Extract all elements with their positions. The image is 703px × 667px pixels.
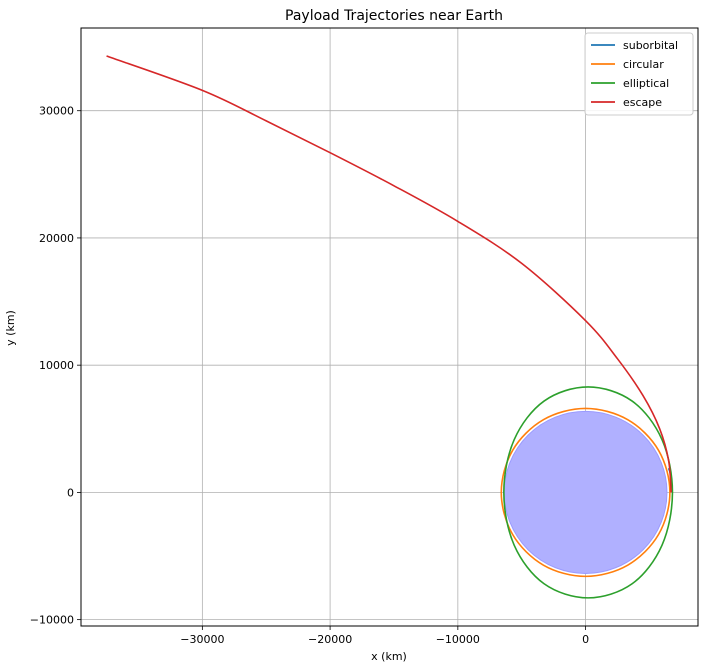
series-line-circular (500, 407, 671, 578)
x-tick-label: 0 (582, 633, 589, 646)
y-tick-label: 10000 (39, 359, 74, 372)
legend-label-circular: circular (623, 58, 664, 71)
y-tick-label: 0 (67, 486, 74, 499)
y-axis-title: y (km) (4, 310, 17, 346)
ticks: −30000 −20000 −10000 0 −10000 0 10000 20000 3000… (30, 105, 589, 646)
legend-label-suborbital: suborbital (623, 39, 678, 52)
series-line-elliptical (503, 386, 674, 599)
x-tick-label: −10000 (436, 633, 480, 646)
legend-box (584, 32, 694, 116)
legend-label-escape: escape (623, 96, 662, 109)
legend: suborbital circular elliptical escape (584, 32, 694, 116)
series-layer (106, 55, 674, 599)
series-line-escape (106, 55, 672, 493)
x-tick-label: −30000 (180, 633, 224, 646)
legend-label-elliptical: elliptical (623, 77, 669, 90)
grid (81, 28, 698, 626)
earth-disk (503, 410, 668, 574)
chart-title: Payload Trajectories near Earth (285, 8, 503, 24)
plot-frame (80, 27, 699, 627)
y-tick-label: 30000 (39, 105, 74, 118)
earth-layer (503, 410, 668, 574)
x-axis-title: x (km) (371, 650, 407, 663)
x-tick-label: −20000 (308, 633, 352, 646)
y-tick-label: −10000 (30, 614, 74, 627)
y-tick-label: 20000 (39, 232, 74, 245)
